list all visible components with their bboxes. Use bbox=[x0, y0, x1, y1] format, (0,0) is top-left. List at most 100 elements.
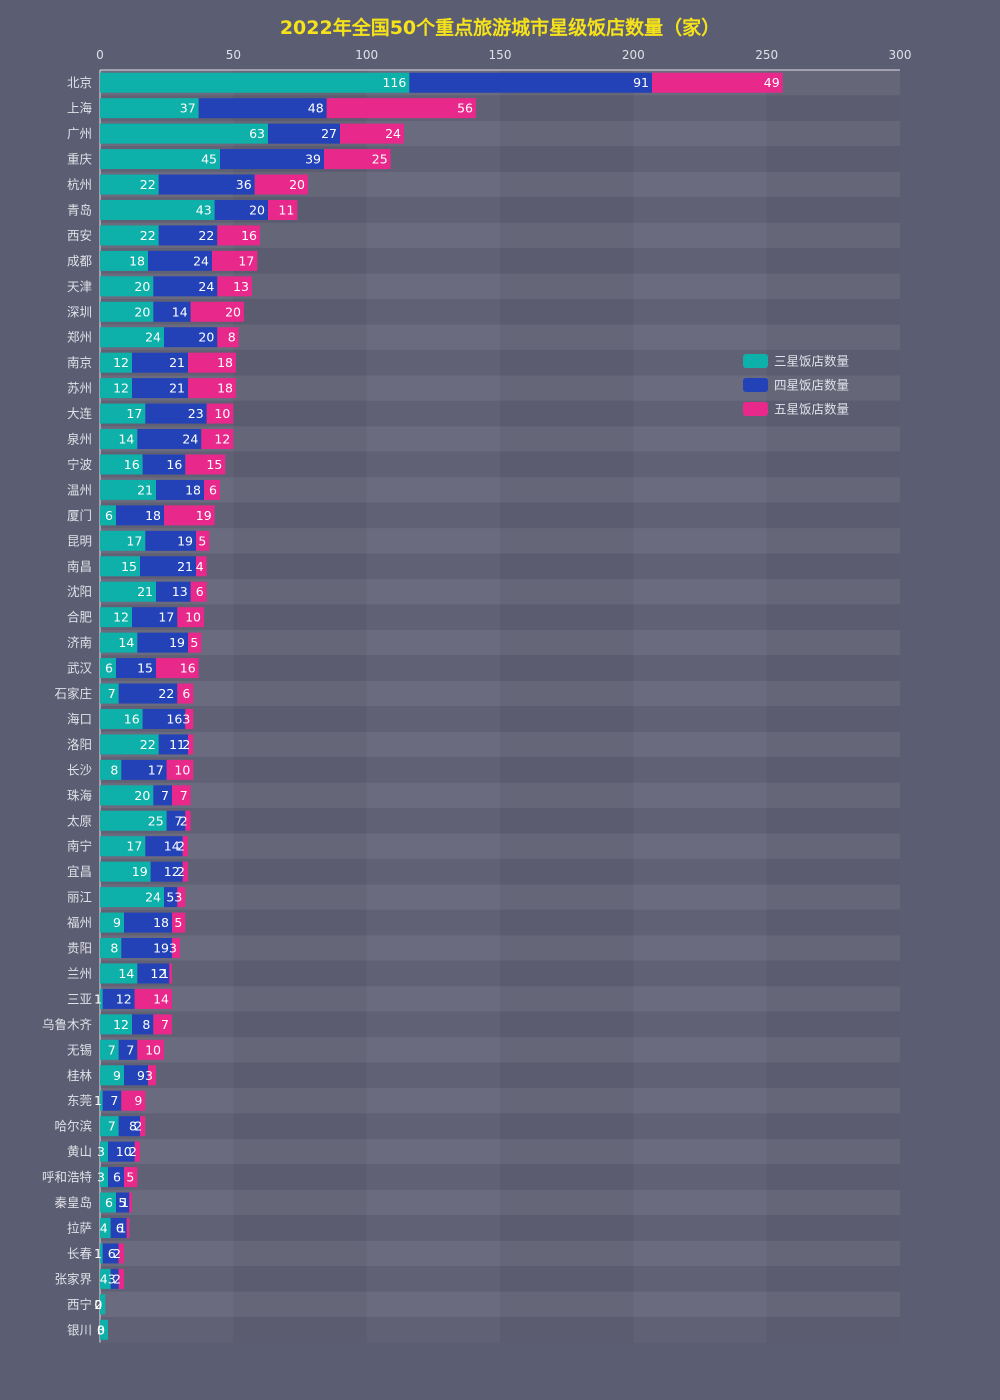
bar-segment[interactable] bbox=[158, 174, 255, 195]
bar-segment[interactable] bbox=[100, 1192, 116, 1213]
bar-segment[interactable] bbox=[100, 759, 122, 780]
bar-segment[interactable] bbox=[100, 378, 132, 399]
bar-segment[interactable] bbox=[116, 1192, 130, 1213]
bar-segment[interactable] bbox=[100, 1116, 119, 1137]
bar-segment[interactable] bbox=[217, 276, 252, 297]
bar-segment[interactable] bbox=[100, 607, 132, 628]
bar-segment[interactable] bbox=[100, 836, 146, 857]
bar-segment[interactable] bbox=[340, 123, 404, 144]
bar-segment[interactable] bbox=[132, 1014, 154, 1035]
bar-segment[interactable] bbox=[121, 938, 172, 959]
bar-segment[interactable] bbox=[102, 1090, 122, 1111]
bar-segment[interactable] bbox=[150, 861, 183, 882]
bar-segment[interactable] bbox=[118, 1039, 138, 1060]
bar-segment[interactable] bbox=[108, 1141, 135, 1162]
bar-segment[interactable] bbox=[214, 199, 268, 220]
bar-segment[interactable] bbox=[148, 250, 212, 271]
bar-segment[interactable] bbox=[118, 1116, 140, 1137]
bar-segment[interactable] bbox=[156, 479, 204, 500]
bar-segment[interactable] bbox=[153, 1014, 172, 1035]
bar-segment[interactable] bbox=[118, 1243, 124, 1264]
bar-segment[interactable] bbox=[137, 632, 188, 653]
bar-segment[interactable] bbox=[164, 887, 178, 908]
bar-segment[interactable] bbox=[188, 632, 202, 653]
bar-segment[interactable] bbox=[100, 1039, 119, 1060]
bar-segment[interactable] bbox=[110, 1268, 119, 1289]
bar-segment[interactable] bbox=[100, 785, 154, 806]
bar-segment[interactable] bbox=[124, 1065, 148, 1086]
bar-segment[interactable] bbox=[164, 505, 215, 526]
bar-segment[interactable] bbox=[100, 988, 103, 1009]
bar-segment[interactable] bbox=[268, 123, 340, 144]
bar-segment[interactable] bbox=[177, 607, 204, 628]
bar-segment[interactable] bbox=[132, 378, 188, 399]
bar-segment[interactable] bbox=[102, 988, 135, 1009]
bar-segment[interactable] bbox=[169, 963, 172, 984]
bar-segment[interactable] bbox=[652, 72, 783, 93]
bar-segment[interactable] bbox=[153, 301, 191, 322]
bar-segment[interactable] bbox=[129, 1192, 132, 1213]
bar-segment[interactable] bbox=[102, 1243, 119, 1264]
bar-segment[interactable] bbox=[140, 556, 196, 577]
bar-segment[interactable] bbox=[100, 1217, 111, 1238]
bar-segment[interactable] bbox=[156, 581, 191, 602]
bar-segment[interactable] bbox=[100, 1141, 108, 1162]
bar-segment[interactable] bbox=[137, 963, 170, 984]
bar-segment[interactable] bbox=[100, 225, 159, 246]
bar-segment[interactable] bbox=[196, 556, 207, 577]
bar-segment[interactable] bbox=[134, 1141, 140, 1162]
bar-segment[interactable] bbox=[172, 785, 191, 806]
bar-segment[interactable] bbox=[100, 734, 159, 755]
bar-segment[interactable] bbox=[118, 683, 178, 704]
bar-segment[interactable] bbox=[100, 632, 138, 653]
bar-segment[interactable] bbox=[100, 1294, 106, 1315]
bar-segment[interactable] bbox=[254, 174, 308, 195]
bar-segment[interactable] bbox=[137, 429, 202, 450]
bar-segment[interactable] bbox=[198, 98, 327, 119]
bar-segment[interactable] bbox=[100, 1167, 108, 1188]
bar-segment[interactable] bbox=[172, 912, 186, 933]
legend-item[interactable]: 五星饭店数量 bbox=[743, 402, 849, 417]
bar-segment[interactable] bbox=[212, 250, 258, 271]
bar-segment[interactable] bbox=[324, 149, 391, 170]
bar-segment[interactable] bbox=[100, 1319, 108, 1340]
bar-segment[interactable] bbox=[217, 225, 260, 246]
bar-segment[interactable] bbox=[100, 403, 146, 424]
bar-segment[interactable] bbox=[100, 912, 124, 933]
bar-segment[interactable] bbox=[153, 276, 218, 297]
bar-segment[interactable] bbox=[182, 861, 188, 882]
bar-segment[interactable] bbox=[185, 810, 191, 831]
bar-segment[interactable] bbox=[100, 352, 132, 373]
bar-segment[interactable] bbox=[124, 1167, 138, 1188]
bar-segment[interactable] bbox=[140, 1116, 146, 1137]
bar-segment[interactable] bbox=[100, 683, 119, 704]
bar-segment[interactable] bbox=[190, 581, 207, 602]
bar-segment[interactable] bbox=[145, 836, 183, 857]
bar-segment[interactable] bbox=[100, 1014, 132, 1035]
bar-segment[interactable] bbox=[100, 174, 159, 195]
bar-segment[interactable] bbox=[100, 301, 154, 322]
bar-segment[interactable] bbox=[188, 378, 236, 399]
bar-segment[interactable] bbox=[100, 556, 140, 577]
bar-segment[interactable] bbox=[217, 327, 239, 348]
bar-segment[interactable] bbox=[172, 938, 180, 959]
bar-segment[interactable] bbox=[145, 403, 207, 424]
bar-segment[interactable] bbox=[206, 403, 234, 424]
bar-segment[interactable] bbox=[110, 1217, 127, 1238]
bar-segment[interactable] bbox=[116, 658, 156, 679]
bar-segment[interactable] bbox=[100, 1268, 111, 1289]
bar-segment[interactable] bbox=[220, 149, 324, 170]
bar-segment[interactable] bbox=[132, 607, 178, 628]
bar-segment[interactable] bbox=[108, 1167, 124, 1188]
bar-segment[interactable] bbox=[158, 734, 188, 755]
bar-segment[interactable] bbox=[188, 734, 194, 755]
bar-segment[interactable] bbox=[100, 530, 146, 551]
bar-segment[interactable] bbox=[132, 352, 188, 373]
bar-segment[interactable] bbox=[126, 1217, 130, 1238]
bar-segment[interactable] bbox=[121, 1090, 146, 1111]
bar-segment[interactable] bbox=[100, 581, 156, 602]
bar-segment[interactable] bbox=[100, 72, 410, 93]
bar-segment[interactable] bbox=[145, 530, 196, 551]
bar-segment[interactable] bbox=[196, 530, 210, 551]
